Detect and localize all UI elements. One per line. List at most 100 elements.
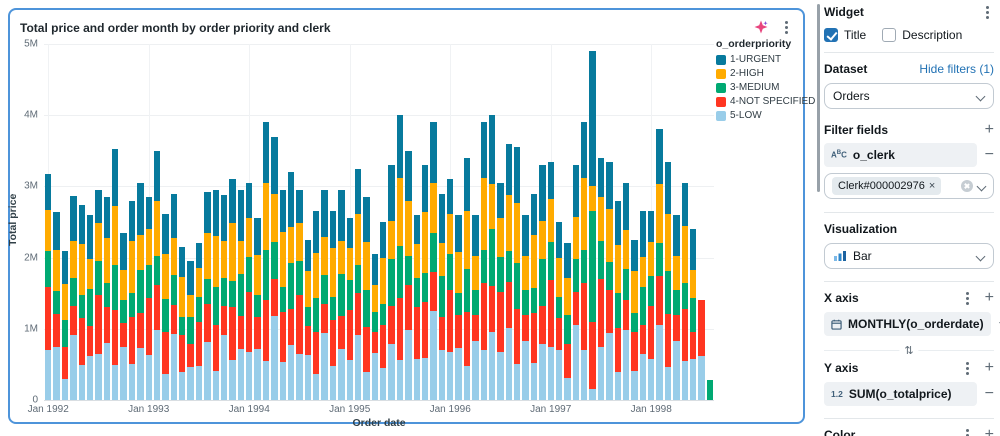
bar-segment[interactable] (338, 274, 345, 316)
bar-segment[interactable] (179, 246, 186, 277)
bar-segment[interactable] (505, 143, 512, 195)
bar-segment[interactable] (539, 259, 546, 307)
bar-segment[interactable] (396, 115, 404, 178)
bar-segment[interactable] (204, 233, 211, 279)
bar-segment[interactable] (53, 313, 60, 348)
bar-segment[interactable] (522, 214, 529, 257)
bar-segment[interactable] (53, 249, 60, 292)
bar-segment[interactable] (488, 183, 496, 230)
bar[interactable] (480, 44, 488, 400)
bar-segment[interactable] (438, 193, 445, 244)
bar-segment[interactable] (145, 298, 152, 356)
bar-segment[interactable] (405, 330, 412, 400)
bar-segment[interactable] (128, 292, 136, 317)
bar-segment[interactable] (547, 199, 554, 242)
bar-segment[interactable] (497, 256, 504, 292)
bar-segment[interactable] (572, 165, 579, 218)
bar-segment[interactable] (120, 299, 127, 324)
bar[interactable] (630, 44, 638, 400)
bar-segment[interactable] (572, 259, 579, 292)
bar-segment[interactable] (162, 373, 169, 400)
bar-segment[interactable] (388, 343, 395, 400)
bar[interactable] (354, 44, 362, 400)
bar-segment[interactable] (472, 214, 479, 257)
bar-segment[interactable] (413, 277, 420, 308)
bar[interactable] (572, 44, 580, 400)
bar-segment[interactable] (70, 277, 77, 307)
bar-segment[interactable] (271, 241, 278, 279)
bar-segment[interactable] (606, 161, 613, 210)
bar[interactable] (471, 44, 479, 400)
bar-segment[interactable] (346, 280, 353, 310)
bar-segment[interactable] (254, 218, 261, 255)
bar-segment[interactable] (304, 271, 311, 307)
bar-segment[interactable] (581, 249, 588, 284)
bar-segment[interactable] (145, 197, 152, 230)
bar-segment[interactable] (497, 182, 504, 218)
bar[interactable] (706, 44, 714, 400)
bar-segment[interactable] (120, 232, 127, 270)
bar-segment[interactable] (639, 286, 646, 325)
bar-segment[interactable] (673, 214, 680, 257)
bar-segment[interactable] (664, 313, 672, 367)
bar-segment[interactable] (673, 315, 680, 341)
bar-segment[interactable] (95, 223, 102, 262)
bar-segment[interactable] (321, 303, 328, 334)
bar[interactable] (262, 44, 270, 400)
bar-segment[interactable] (86, 355, 94, 400)
chart-widget-card[interactable]: Total price and order month by order pri… (7, 8, 815, 429)
bar-segment[interactable] (472, 289, 479, 316)
bar-segment[interactable] (162, 254, 169, 299)
bar-segment[interactable] (514, 364, 521, 400)
bar-segment[interactable] (648, 306, 655, 359)
bar-segment[interactable] (639, 354, 646, 400)
bar-segment[interactable] (622, 182, 630, 230)
bar-segment[interactable] (421, 273, 429, 302)
bar-segment[interactable] (589, 389, 596, 400)
bar-segment[interactable] (212, 190, 219, 237)
bar-segment[interactable] (246, 256, 253, 292)
bar-segment[interactable] (472, 315, 479, 341)
bar-segment[interactable] (229, 307, 236, 361)
bar[interactable] (220, 44, 228, 400)
bar-segment[interactable] (430, 182, 437, 233)
bar-segment[interactable] (606, 290, 613, 334)
bar-segment[interactable] (112, 205, 119, 266)
bar-segment[interactable] (405, 200, 412, 256)
bar-segment[interactable] (430, 271, 437, 311)
bar-segment[interactable] (514, 308, 521, 365)
bar-segment[interactable] (287, 308, 295, 346)
bar-segment[interactable] (279, 311, 286, 363)
bar-segment[interactable] (455, 314, 462, 349)
bar-segment[interactable] (614, 244, 621, 293)
bar-segment[interactable] (396, 297, 404, 361)
bar-segment[interactable] (673, 289, 680, 316)
bar-segment[interactable] (673, 340, 680, 400)
bar[interactable] (454, 44, 462, 400)
bar-segment[interactable] (246, 352, 253, 400)
bar-segment[interactable] (380, 367, 387, 400)
bar-segment[interactable] (664, 271, 672, 314)
bar-segment[interactable] (480, 122, 487, 178)
y-axis-kebab-menu-icon[interactable] (961, 360, 975, 376)
bar-segment[interactable] (522, 256, 529, 290)
bar-segment[interactable] (681, 360, 688, 400)
bar-segment[interactable] (296, 353, 303, 400)
bar-segment[interactable] (505, 281, 512, 329)
bar-segment[interactable] (354, 168, 362, 215)
bar-segment[interactable] (170, 193, 177, 239)
bar-segment[interactable] (555, 318, 563, 351)
bar-segment[interactable] (137, 234, 144, 270)
bar-segment[interactable] (698, 300, 705, 356)
bar-segment[interactable] (689, 331, 697, 359)
legend-item[interactable]: 1-URGENT (716, 54, 804, 65)
bar[interactable] (203, 44, 211, 400)
bar-segment[interactable] (405, 285, 412, 331)
bar-segment[interactable] (631, 239, 638, 272)
bar-segment[interactable] (430, 311, 437, 400)
bar-segment[interactable] (522, 315, 529, 341)
bar-segment[interactable] (220, 194, 228, 241)
bar-segment[interactable] (204, 341, 211, 400)
bar-segment[interactable] (170, 304, 177, 334)
bar-segment[interactable] (388, 306, 395, 344)
